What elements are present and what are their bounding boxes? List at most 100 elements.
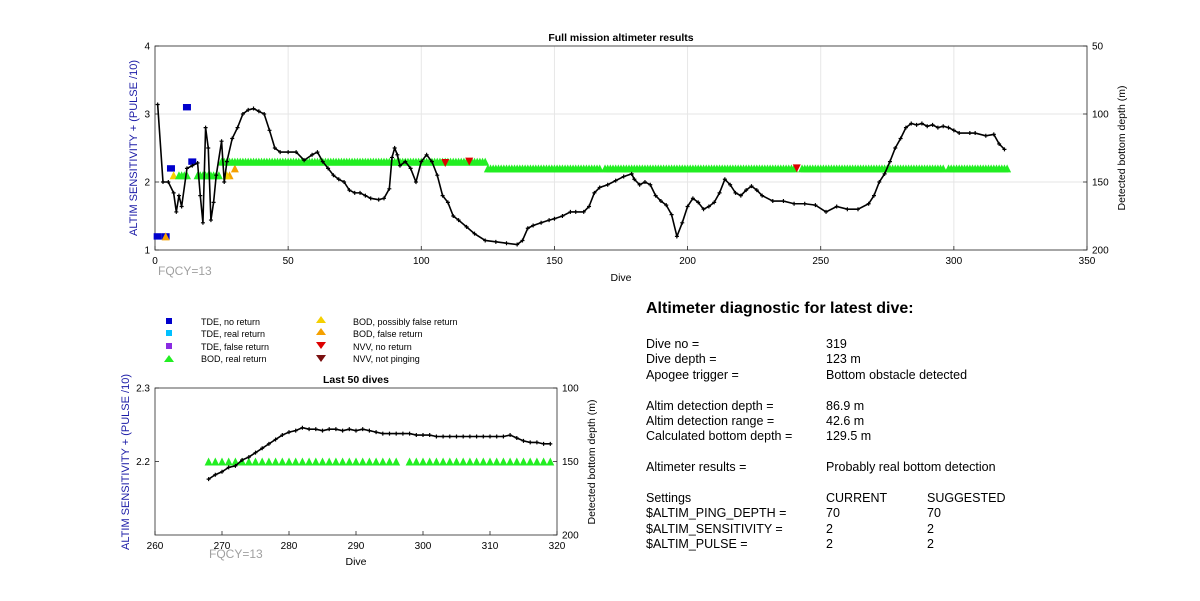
bottom-chart-depth-point	[240, 458, 245, 463]
top-chart-marker-bod-false-return	[230, 164, 239, 173]
ping-depth-suggested: 70	[927, 506, 941, 521]
bottom-chart-x-ticks: 260 270 280 290 300 310 320	[147, 531, 566, 552]
top-chart-depth-point	[440, 193, 445, 198]
bottom-chart-marker-bod-real-return	[479, 457, 488, 466]
top-chart-depth-point	[893, 146, 898, 150]
bottom-chart-marker-bod-real-return	[412, 457, 421, 466]
top-chart-plot-frame	[154, 45, 1088, 251]
top-chart-y2-tick-label: 150	[1092, 178, 1109, 189]
bottom-chart-marker-bod-real-return	[526, 457, 535, 466]
bottom-chart-depth-point	[293, 428, 298, 433]
top-chart-depth-point	[637, 182, 642, 187]
bottom-chart-marker-bod-real-return	[325, 457, 334, 466]
diagnostic-row-pulse: $ALTIM_PULSE = 2 2	[646, 537, 1106, 552]
top-chart-depth-point	[903, 125, 908, 130]
top-chart-depth-point	[648, 182, 653, 187]
top-chart-marker-bod-real-return	[214, 171, 223, 180]
detection-depth-label: Altim detection depth =	[646, 398, 774, 413]
bottom-chart-depth-point	[320, 428, 325, 433]
top-chart-depth-point	[160, 180, 165, 184]
top-chart-depth-point	[382, 196, 387, 201]
bottom-chart-depth-point	[534, 440, 539, 445]
top-chart-depth-point	[424, 152, 429, 157]
top-chart-marks	[153, 102, 1012, 247]
top-chart-depth-point	[946, 125, 951, 130]
bottom-chart-marker-bod-real-return	[539, 457, 548, 466]
bottom-chart-marker-bod-real-return	[499, 457, 508, 466]
top-chart-depth-point	[855, 207, 860, 212]
legend-label-bod-possibly-false: BOD, possibly false return	[353, 317, 458, 327]
top-chart-depth-point	[413, 180, 418, 184]
top-chart-depth-point	[560, 214, 565, 218]
top-chart-depth-point	[347, 188, 352, 193]
bottom-chart-marker-bod-real-return	[264, 457, 273, 466]
top-chart-depth-point	[286, 150, 291, 155]
top-chart-depth-point	[744, 188, 749, 193]
bottom-chart-depth-point	[280, 433, 285, 438]
sensitivity-suggested: 2	[927, 521, 934, 536]
sensitivity-label: $ALTIM_SENSITIVITY =	[646, 521, 783, 536]
last-50-dives-chart: Last 50 dives 260 270 280 290 300 310 320 2.22…	[120, 374, 598, 568]
legend-label-tde-real-return: TDE, real return	[201, 329, 265, 339]
dive-depth-value: 123 m	[826, 352, 861, 367]
legend-marker-bod-possibly-false	[316, 316, 326, 323]
top-chart-y-label: ALTIM SENSITIVITY + (PULSE /10)	[128, 60, 140, 236]
top-chart-depth-point	[701, 207, 706, 212]
top-chart-depth-point	[871, 193, 876, 198]
bottom-chart-x-tick-label: 260	[147, 541, 164, 552]
top-chart-depth-point	[363, 193, 368, 198]
legend-marker-tde-real-return	[166, 330, 172, 336]
top-chart-y2-label: Detected bottom depth (m)	[1116, 86, 1128, 211]
top-chart-depth-point	[272, 146, 277, 150]
top-chart-depth-point	[230, 136, 235, 141]
top-chart-depth-point	[176, 193, 181, 198]
pulse-current: 2	[826, 537, 833, 552]
top-chart-depth-point	[336, 177, 341, 182]
top-chart-depth-point	[493, 239, 498, 244]
top-chart-depth-point	[408, 166, 413, 171]
legend-label-nvv-no-return: NVV, no return	[353, 342, 412, 352]
top-chart-depth-point	[738, 193, 743, 198]
bottom-chart-depth-point	[441, 434, 446, 439]
bottom-chart-y2-label: Detected bottom depth (m)	[586, 400, 598, 525]
top-chart-depth-point	[184, 166, 189, 171]
bottom-chart-marker-bod-real-return	[492, 457, 501, 466]
bottom-chart-marker-bod-real-return	[425, 457, 434, 466]
top-chart-depth-point	[389, 155, 394, 160]
top-chart-depth-point	[171, 190, 176, 195]
top-chart-depth-point	[552, 216, 557, 221]
bottom-chart-y-tick-label: 2.2	[136, 457, 150, 468]
top-chart-depth-point	[267, 128, 272, 133]
top-chart-depth-point	[781, 199, 786, 204]
bottom-chart-depth-point	[266, 441, 271, 446]
top-chart-depth-point	[179, 204, 184, 209]
top-chart-depth-point	[621, 174, 626, 179]
bottom-chart-depth-point	[461, 434, 466, 439]
legend-label-tde-no-return: TDE, no return	[201, 317, 260, 327]
bottom-chart-marker-bod-real-return	[224, 457, 233, 466]
bottom-chart-depth-point	[400, 431, 405, 436]
top-chart-x-tick-label: 0	[152, 256, 158, 267]
bottom-chart-depth-point	[260, 446, 265, 451]
top-chart-y2-ticks: 50 100 150 200	[1083, 42, 1109, 257]
top-chart-depth-point	[387, 186, 392, 191]
top-chart-depth-point	[717, 190, 722, 195]
bottom-chart-y-tick-label: 2.3	[136, 384, 150, 395]
dive-depth-label: Dive depth =	[646, 352, 717, 367]
bottom-chart-marker-bod-real-return	[405, 457, 414, 466]
top-chart-depth-point	[262, 112, 267, 116]
top-chart-depth-point	[435, 173, 440, 178]
top-chart-depth-point	[294, 150, 299, 155]
top-chart-depth-point	[464, 224, 469, 229]
diagnostic-row-ping-depth: $ALTIM_PING_DEPTH = 70 70	[646, 506, 1106, 521]
top-chart-y-tick-label: 4	[144, 42, 150, 53]
bottom-chart-marker-bod-real-return	[311, 457, 320, 466]
bottom-chart-depth-point	[367, 428, 372, 433]
top-chart-x-tick-label: 250	[812, 256, 829, 267]
pulse-label: $ALTIM_PULSE =	[646, 537, 748, 552]
top-chart-depth-point	[320, 159, 325, 164]
bottom-chart-fqcy-annotation: FQCY=13	[209, 547, 263, 561]
bottom-chart-depth-point	[374, 430, 379, 435]
bottom-chart-depth-point	[454, 434, 459, 439]
top-chart-depth-point	[256, 109, 261, 114]
